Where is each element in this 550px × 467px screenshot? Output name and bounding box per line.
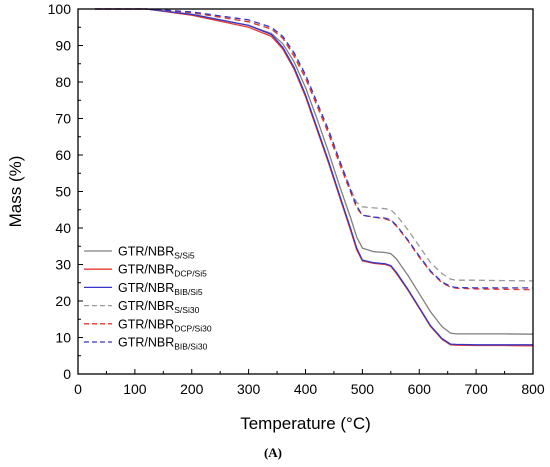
x-tick-label: 300 [237,381,261,397]
x-tick-label: 0 [74,381,82,397]
panel-label: (A) [264,445,282,460]
legend-label-subscript: BIB/Si5 [174,287,203,297]
y-axis-title: Mass (%) [6,156,25,228]
x-tick-label: 100 [123,381,147,397]
y-tick-label: 0 [63,366,71,382]
y-tick-label: 90 [55,38,71,54]
legend-label-4: GTR/NBRS/Si30 [118,299,200,315]
y-tick-label: 80 [55,74,71,90]
x-tick-label: 600 [408,381,432,397]
series-layer [95,8,534,347]
legend-label-1: GTR/NBRS/Si5 [118,245,195,261]
series-line-5 [95,8,534,291]
legend-label-3: GTR/NBRBIB/Si5 [118,281,203,297]
y-tick-label: 100 [48,1,72,17]
legend-label-subscript: DCP/Si30 [174,323,212,333]
series-line-3 [95,8,533,346]
legend-label-subscript: DCP/Si5 [174,269,207,279]
x-axis-title: Temperature (°C) [240,414,371,433]
ticks-layer: 0 100 200 300 400 500 600 700 800 0 10 20 30 40 50 60 70… [48,1,545,397]
y-tick-label: 50 [55,184,71,200]
x-tick-label: 200 [180,381,204,397]
x-tick-label: 800 [521,381,545,397]
y-tick-label: 30 [55,257,71,273]
x-tick-label: 700 [464,381,488,397]
y-tick-label: 70 [55,111,71,127]
legend-label-5: GTR/NBRDCP/Si30 [118,317,212,333]
series-line-4 [95,8,534,282]
legend-label-2: GTR/NBRDCP/Si5 [118,263,207,279]
legend-label-6: GTR/NBRBIB/Si30 [118,336,208,352]
legend-label-subscript: S/Si30 [174,305,199,315]
series-line-6 [95,8,533,289]
y-tick-label: 60 [55,147,71,163]
series-line-2 [95,8,534,347]
legend-label-subscript: BIB/Si30 [174,342,207,352]
x-tick-label: 500 [351,381,375,397]
y-tick-label: 10 [55,330,71,346]
y-tick-label: 40 [55,220,71,236]
x-tick-label: 400 [294,381,318,397]
legend-label-subscript: S/Si5 [174,251,195,261]
legend: GTR/NBRS/Si5 GTR/NBRDCP/Si5 GTR/NBRBIB/Si5… [84,245,212,352]
y-tick-label: 20 [55,293,71,309]
series-line-1 [95,8,534,335]
